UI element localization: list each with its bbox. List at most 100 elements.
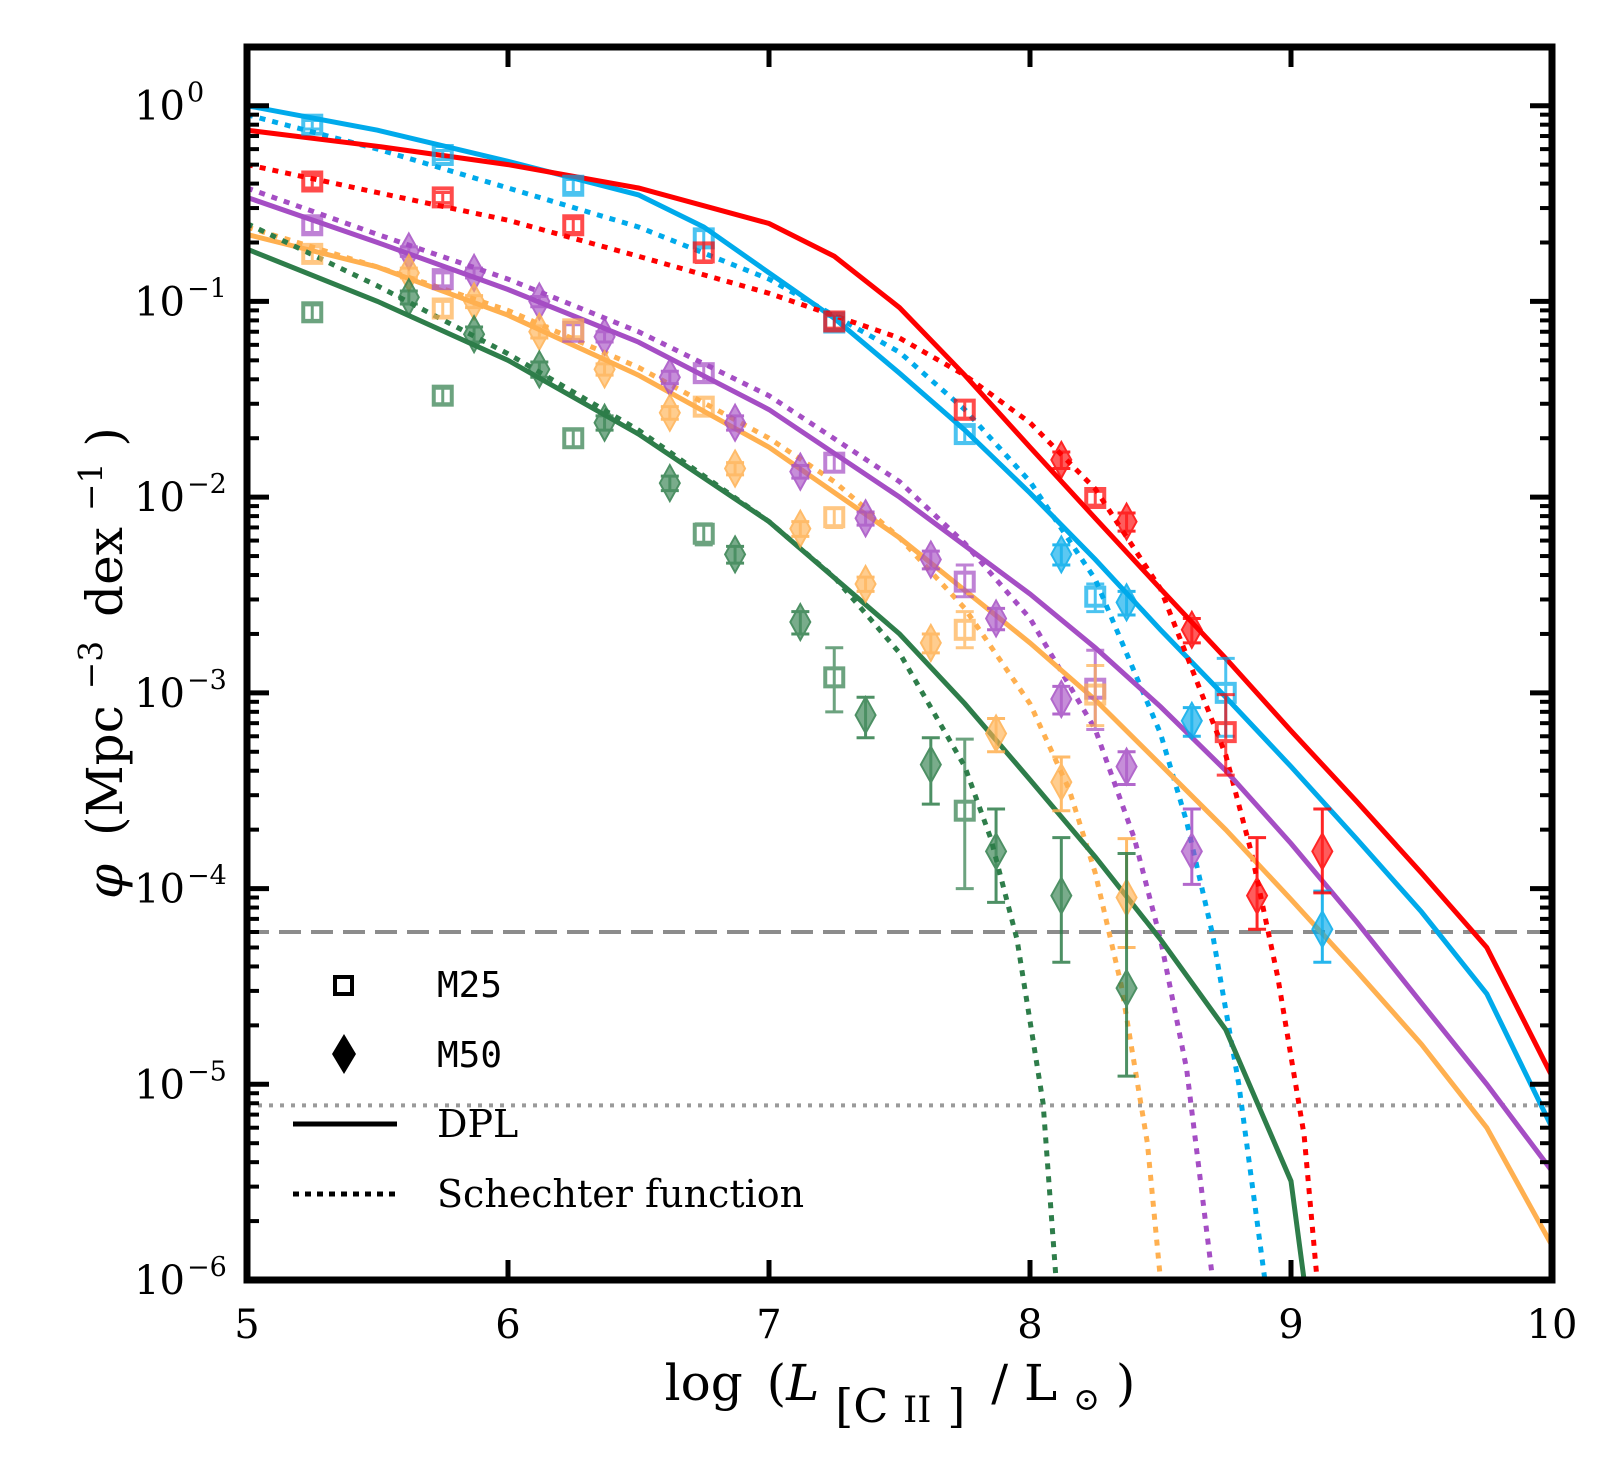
m25-point <box>431 297 454 320</box>
dpl-curve <box>247 103 1552 1129</box>
m50-marker <box>919 539 942 580</box>
m50-marker <box>723 534 747 575</box>
m50-point <box>854 563 877 605</box>
m25-marker <box>953 570 976 593</box>
m25-point <box>823 506 846 529</box>
m50-point <box>984 807 1008 904</box>
m50-point <box>593 316 616 357</box>
legend-marker-square <box>333 975 354 996</box>
m50-marker <box>1180 609 1203 650</box>
m50-point <box>528 349 551 390</box>
m50-marker <box>1050 875 1073 916</box>
y-tick-label: 10 <box>134 671 185 717</box>
m50-point <box>658 463 681 504</box>
m25-point <box>692 241 715 265</box>
m25-point <box>1214 693 1237 777</box>
m25-marker <box>953 618 976 641</box>
m25-point <box>692 522 715 547</box>
m25-marker <box>301 170 324 193</box>
svg-text:φ (Mpc −3 de: φ (Mpc −3 dex −1 ) <box>56 427 134 899</box>
x-axis-title: log (L [C II ] / L ⊙ ) <box>665 1354 1136 1434</box>
y-tick-label: 10 <box>134 1062 185 1108</box>
m25-point <box>823 451 846 474</box>
x-tick-label: 7 <box>756 1302 781 1348</box>
m50-point <box>1115 582 1138 623</box>
m50-marker <box>593 349 616 390</box>
m25-point <box>953 398 976 421</box>
m50-marker <box>984 713 1008 754</box>
y-axis-units: (Mpc <box>76 705 134 836</box>
m50-marker <box>1311 909 1334 950</box>
m50-marker <box>593 402 616 443</box>
legend-label-dpl: DPL <box>437 1102 518 1146</box>
m25-point <box>301 242 324 265</box>
m25-point <box>301 214 324 237</box>
m50-point <box>984 598 1008 639</box>
legend-marker-diamond <box>332 1034 356 1074</box>
x-tick-label: 9 <box>1278 1302 1303 1348</box>
m50-marker <box>854 695 877 736</box>
y-axis-title: φ (Mpc −3 dex −1 ) <box>56 427 134 899</box>
m50-marker <box>1115 746 1138 787</box>
legend-label-m50: M50 <box>437 1035 502 1076</box>
plot-frame <box>243 43 1556 1284</box>
legend-label-m25: M25 <box>437 965 502 1006</box>
m25-point <box>562 214 585 237</box>
m50-point <box>723 534 747 575</box>
x-tick-label: 6 <box>495 1302 520 1348</box>
m50-marker <box>397 277 420 318</box>
y-tick-exponent: −6 <box>187 1252 227 1283</box>
m25-marker <box>562 174 585 197</box>
m50-marker <box>1115 968 1138 1009</box>
m50-point <box>1180 700 1203 741</box>
data-points <box>301 113 1334 1078</box>
m25-marker <box>692 522 715 545</box>
m25-point <box>692 395 715 418</box>
m50-point <box>789 508 812 549</box>
m50-point <box>723 402 747 443</box>
m25-marker <box>301 214 324 237</box>
m25-point <box>823 310 846 333</box>
m50-point <box>593 349 616 390</box>
m25-point <box>301 301 324 324</box>
y-tick-exponent: −1 <box>187 273 227 304</box>
m50-point <box>919 539 942 580</box>
svg-text:log (L [C I: log (L [C II ] / L ⊙ ) <box>665 1354 1136 1434</box>
m50-point <box>984 713 1008 754</box>
m50-marker <box>1115 582 1138 623</box>
m25-marker <box>692 362 715 385</box>
dpl-curve <box>247 127 1552 1078</box>
m50-marker <box>854 498 877 539</box>
m50-point <box>1311 807 1334 895</box>
m50-point <box>462 314 486 355</box>
m50-point <box>854 695 877 740</box>
y-tick-label: 10 <box>134 1258 185 1304</box>
m25-marker <box>431 384 454 407</box>
m25-point <box>431 268 454 291</box>
schechter-curve <box>247 162 1320 1280</box>
m50-marker <box>1180 831 1203 872</box>
m25-marker <box>1214 721 1237 744</box>
m25-point <box>692 362 715 385</box>
dpl-curve <box>247 246 1307 1280</box>
x-axis-sub: [C <box>835 1379 903 1433</box>
m50-point <box>854 498 877 539</box>
m50-marker <box>789 451 812 492</box>
y-axis-units-dex-exp: −1 <box>71 462 110 511</box>
m25-marker <box>301 242 324 265</box>
m50-marker <box>984 831 1008 872</box>
m25-point <box>1084 486 1107 509</box>
m50-marker <box>462 314 486 355</box>
m25-point <box>301 170 324 193</box>
m25-point <box>562 318 585 341</box>
x-axis-sub-ion: II <box>903 1390 931 1431</box>
m25-marker <box>431 297 454 320</box>
m25-marker <box>1084 585 1107 608</box>
x-tick-label: 8 <box>1017 1302 1042 1348</box>
m25-marker <box>692 241 715 264</box>
m50-marker <box>723 448 747 489</box>
m50-marker <box>658 392 681 433</box>
m50-marker <box>1245 875 1269 916</box>
m50-marker <box>919 744 942 785</box>
